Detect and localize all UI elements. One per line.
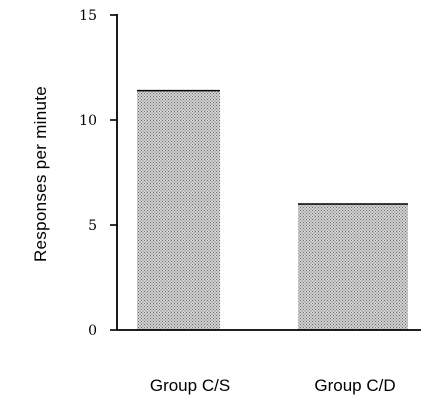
y-tick-label: 5 bbox=[88, 218, 97, 234]
bar-group-cd bbox=[298, 204, 408, 330]
bar-group-cs bbox=[137, 90, 220, 330]
x-category-label: Group C/D bbox=[314, 376, 395, 395]
y-tick-label: 10 bbox=[79, 113, 97, 129]
y-axis-label: Responses per minute bbox=[31, 86, 50, 262]
y-tick-label: 15 bbox=[79, 8, 97, 24]
y-tick-label: 0 bbox=[88, 323, 97, 339]
x-category-label: Group C/S bbox=[150, 376, 230, 395]
